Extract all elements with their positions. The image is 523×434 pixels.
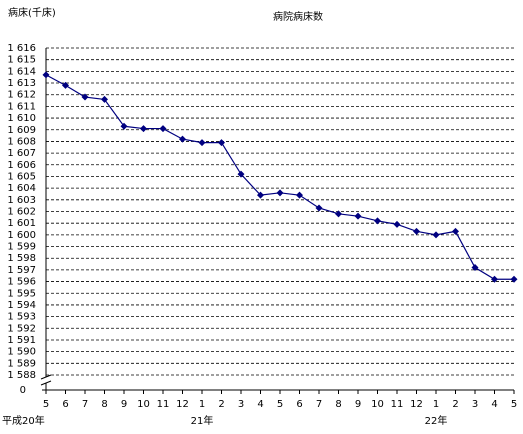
y-tick-label: 1 608 [7,136,36,147]
x-tick-label: 7 [82,399,88,410]
y-tick-label: 1 589 [7,358,36,369]
y-tick-label: 1 588 [7,370,36,381]
y-tick-label: 1 594 [7,300,36,311]
data-point [159,125,167,133]
y-tick-label: 1 611 [7,101,36,112]
x-tick-label: 4 [257,399,263,410]
data-point [296,191,303,199]
y-tick-label: 1 601 [7,218,36,229]
data-point [62,81,69,89]
y-tick-label: 1 612 [7,90,36,101]
y-tick-label: 1 607 [7,148,36,159]
x-tick-label: 9 [355,399,361,410]
x-tick-label: 2 [452,399,458,410]
x-tick-label: 9 [121,399,127,410]
x-tick-label: 8 [335,399,341,410]
y-tick-label: 0 [20,385,26,396]
axis-break [40,380,52,386]
y-axis-label: 病床(千床) [8,6,56,19]
y-tick-label: 1 592 [7,323,36,334]
x-tick-label: 6 [62,399,68,410]
data-point [237,170,245,178]
x-tick-label: 10 [137,399,150,410]
y-tick-label: 1 593 [7,312,36,323]
y-tick-label: 1 613 [7,78,36,89]
data-point [120,122,128,130]
x-tick-label: 5 [43,399,49,410]
data-point [491,275,498,283]
x-tick-label: 11 [391,399,404,410]
data-point [374,217,381,225]
data-point [276,189,284,197]
data-point [413,227,420,235]
data-point [510,275,518,283]
y-tick-label: 1 602 [7,207,36,218]
axis-break [40,374,52,380]
x-tick-label: 12 [410,399,423,410]
x-tick-label: 1 [433,399,439,410]
x-group-label: 21年 [191,414,214,427]
y-tick-label: 1 591 [7,335,36,346]
x-tick-label: 4 [491,399,497,410]
x-tick-label: 3 [472,399,478,410]
data-point [218,139,225,147]
y-tick-label: 1 610 [7,113,36,124]
y-tick-label: 1 598 [7,253,36,264]
data-point [471,264,479,272]
x-tick-label: 6 [296,399,302,410]
y-tick-label: 1 600 [7,230,36,241]
y-tick-label: 1 606 [7,160,36,171]
x-tick-label: 2 [218,399,224,410]
y-tick-label: 1 604 [7,183,36,194]
x-tick-label: 11 [157,399,170,410]
x-tick-label: 8 [101,399,107,410]
y-tick-label: 1 614 [7,66,36,77]
data-line [45,74,514,280]
y-tick-label: 1 599 [7,242,36,253]
data-point [101,95,108,103]
y-tick-label: 1 609 [7,125,36,136]
y-tick-label: 1 596 [7,277,36,288]
data-point [42,71,50,79]
x-tick-label: 7 [316,399,322,410]
y-tick-label: 1 597 [7,265,36,276]
y-tick-label: 1 603 [7,195,36,206]
y-tick-label: 1 590 [7,347,36,358]
y-tick-label: 1 605 [7,171,36,182]
x-tick-label: 10 [371,399,384,410]
data-point [315,204,323,212]
chart-title: 病院病床数 [273,10,323,23]
x-tick-label: 5 [511,399,517,410]
x-tick-label: 5 [277,399,283,410]
y-tick-label: 1 616 [7,43,36,54]
x-group-label: 22年 [425,414,448,427]
y-tick-label: 1 595 [7,288,36,299]
data-point [335,210,342,218]
data-point [432,231,440,239]
y-tick-label: 1 615 [7,55,36,66]
x-group-label: 平成20年 [2,414,45,427]
data-point [354,212,362,220]
x-tick-label: 12 [176,399,189,410]
data-point [257,191,264,199]
data-point [81,93,89,101]
data-point [393,220,401,228]
data-point [140,125,147,133]
data-point [179,135,186,143]
x-tick-label: 1 [199,399,205,410]
data-point [198,139,206,147]
data-point [452,227,459,235]
x-tick-label: 3 [238,399,244,410]
